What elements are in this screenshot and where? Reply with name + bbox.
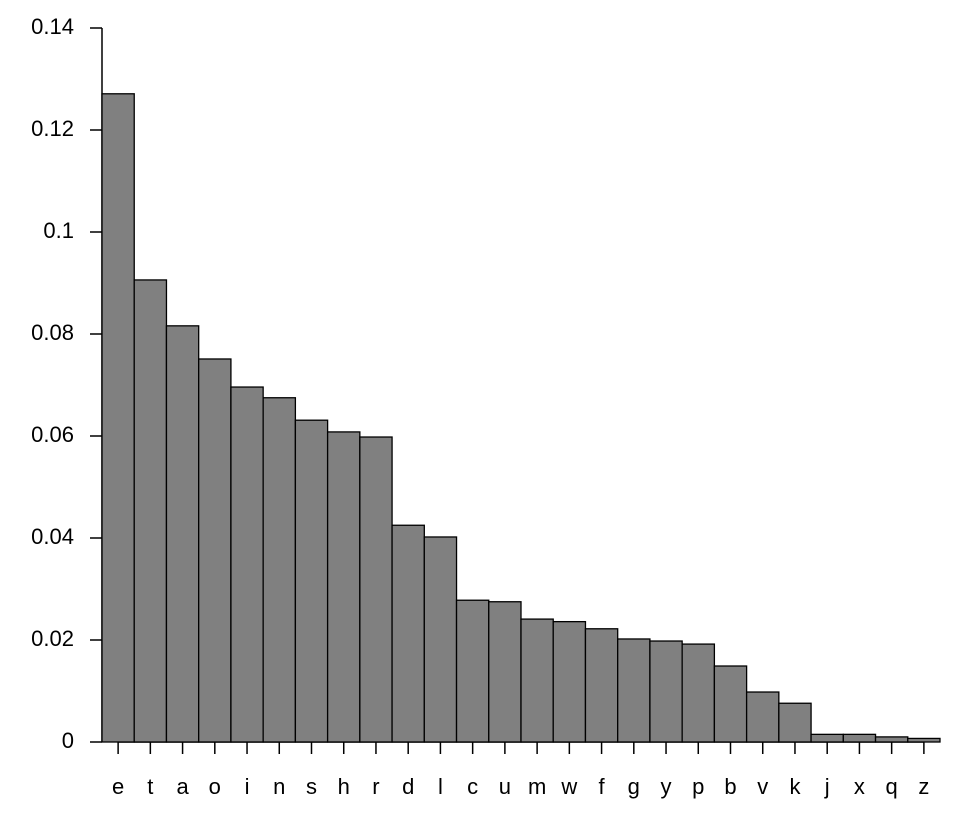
bar	[810, 733, 844, 743]
bar	[584, 628, 619, 743]
bar	[101, 93, 135, 743]
y-tick-label: 0.14	[31, 14, 74, 39]
bar	[230, 386, 264, 743]
bar	[649, 640, 683, 743]
x-tick-label: k	[789, 774, 801, 799]
bar	[617, 638, 651, 743]
x-tick-label: m	[528, 774, 546, 799]
x-tick-label: f	[599, 774, 606, 799]
x-tick-label: d	[402, 774, 414, 799]
bar	[778, 702, 812, 743]
bar	[552, 620, 587, 743]
bar	[198, 358, 232, 743]
x-tick-label: o	[209, 774, 221, 799]
x-tick-label: n	[273, 774, 285, 799]
x-tick-label: r	[372, 774, 379, 799]
x-tick-label: w	[560, 774, 577, 799]
bar	[262, 397, 297, 743]
y-tick-label: 0.12	[31, 116, 74, 141]
bar	[681, 643, 716, 743]
x-tick-label: v	[757, 774, 768, 799]
bar	[842, 733, 877, 743]
x-tick-label: s	[306, 774, 317, 799]
x-tick-label: h	[338, 774, 350, 799]
x-tick-label: x	[854, 774, 865, 799]
bar	[391, 524, 425, 743]
x-tick-label: g	[628, 774, 640, 799]
y-tick-label: 0.02	[31, 626, 74, 651]
x-tick-label: a	[176, 774, 189, 799]
bar	[745, 691, 780, 743]
bar	[359, 436, 393, 743]
x-tick-label: y	[661, 774, 672, 799]
bar	[713, 665, 748, 743]
x-tick-label: j	[824, 774, 830, 799]
x-tick-label: u	[499, 774, 511, 799]
x-tick-label: p	[692, 774, 704, 799]
x-tick-label: l	[438, 774, 443, 799]
x-tick-label: b	[724, 774, 736, 799]
x-tick-label: t	[147, 774, 153, 799]
bar	[326, 431, 361, 743]
x-tick-label: c	[467, 774, 478, 799]
bar	[874, 736, 909, 743]
y-tick-label: 0.08	[31, 320, 74, 345]
x-tick-label: q	[886, 774, 898, 799]
y-tick-label: 0.1	[43, 218, 74, 243]
x-tick-label: i	[245, 774, 250, 799]
bar	[133, 279, 168, 743]
bar	[488, 601, 522, 743]
x-tick-label: e	[112, 774, 124, 799]
bar	[423, 536, 458, 743]
y-tick-label: 0.04	[31, 524, 74, 549]
bar	[520, 618, 554, 743]
bar	[294, 419, 329, 743]
y-tick-label: 0	[62, 728, 74, 753]
bar	[907, 737, 941, 743]
x-tick-label: z	[918, 774, 929, 799]
bar	[455, 599, 490, 743]
bar	[165, 325, 200, 743]
y-tick-label: 0.06	[31, 422, 74, 447]
